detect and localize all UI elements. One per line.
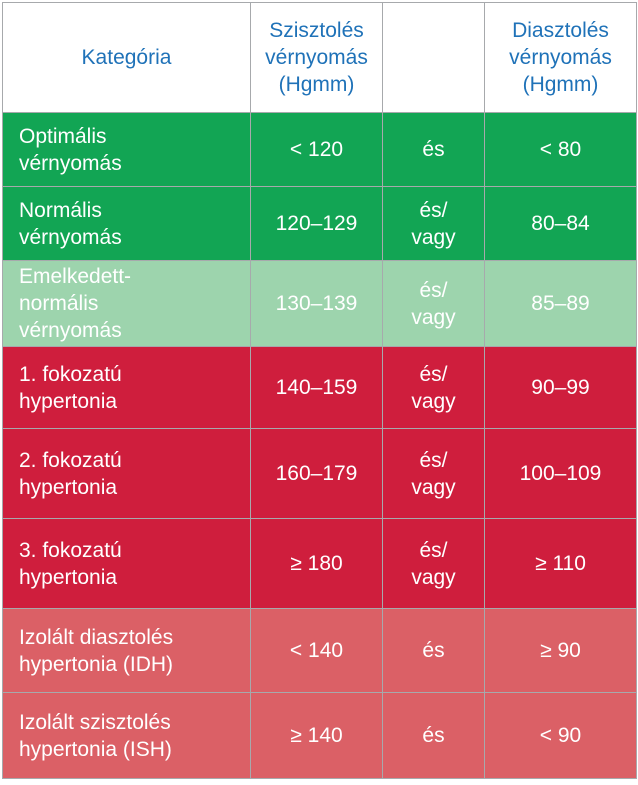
row-diastolic: < 90 (484, 692, 637, 779)
table-row: Izolált diasztolés hypertonia (IDH) < 14… (2, 608, 637, 693)
row-category: 3. fokozatú hypertonia (2, 518, 251, 609)
header-connector (382, 2, 485, 113)
row-category: 2. fokozatú hypertonia (2, 428, 251, 519)
header-systolic: Szisztolés vérnyomás (Hgmm) (250, 2, 383, 113)
row-systolic: 140–159 (250, 346, 383, 429)
header-diastolic: Diasztolés vérnyomás (Hgmm) (484, 2, 637, 113)
row-systolic: 120–129 (250, 186, 383, 261)
row-category: Izolált diasztolés hypertonia (IDH) (2, 608, 251, 693)
table-row: 1. fokozatú hypertonia 140–159 és/ vagy … (2, 346, 637, 429)
table-row: 2. fokozatú hypertonia 160–179 és/ vagy … (2, 428, 637, 519)
row-systolic: 160–179 (250, 428, 383, 519)
header-row: Kategória Szisztolés vérnyomás (Hgmm) Di… (2, 2, 637, 113)
row-category: Emelkedett- normális vérnyomás (2, 260, 251, 347)
row-connector: és/ vagy (382, 260, 485, 347)
row-category: 1. fokozatú hypertonia (2, 346, 251, 429)
row-diastolic: ≥ 110 (484, 518, 637, 609)
row-category: Izolált szisztolés hypertonia (ISH) (2, 692, 251, 779)
row-diastolic: < 80 (484, 112, 637, 187)
row-diastolic: 90–99 (484, 346, 637, 429)
row-connector: és (382, 112, 485, 187)
table-row: Optimális vérnyomás < 120 és < 80 (2, 112, 637, 187)
row-category: Normális vérnyomás (2, 186, 251, 261)
row-connector: és/ vagy (382, 346, 485, 429)
row-systolic: ≥ 140 (250, 692, 383, 779)
row-diastolic: 80–84 (484, 186, 637, 261)
header-category: Kategória (2, 2, 251, 113)
row-connector: és (382, 692, 485, 779)
row-systolic: ≥ 180 (250, 518, 383, 609)
row-systolic: < 140 (250, 608, 383, 693)
table-row: Normális vérnyomás 120–129 és/ vagy 80–8… (2, 186, 637, 261)
row-connector: és/ vagy (382, 428, 485, 519)
row-connector: és/ vagy (382, 518, 485, 609)
row-connector: és/ vagy (382, 186, 485, 261)
row-connector: és (382, 608, 485, 693)
row-systolic: < 120 (250, 112, 383, 187)
table-row: 3. fokozatú hypertonia ≥ 180 és/ vagy ≥ … (2, 518, 637, 609)
row-diastolic: ≥ 90 (484, 608, 637, 693)
row-systolic: 130–139 (250, 260, 383, 347)
row-diastolic: 100–109 (484, 428, 637, 519)
row-category: Optimális vérnyomás (2, 112, 251, 187)
table-row: Emelkedett- normális vérnyomás 130–139 é… (2, 260, 637, 347)
table-row: Izolált szisztolés hypertonia (ISH) ≥ 14… (2, 692, 637, 779)
row-diastolic: 85–89 (484, 260, 637, 347)
